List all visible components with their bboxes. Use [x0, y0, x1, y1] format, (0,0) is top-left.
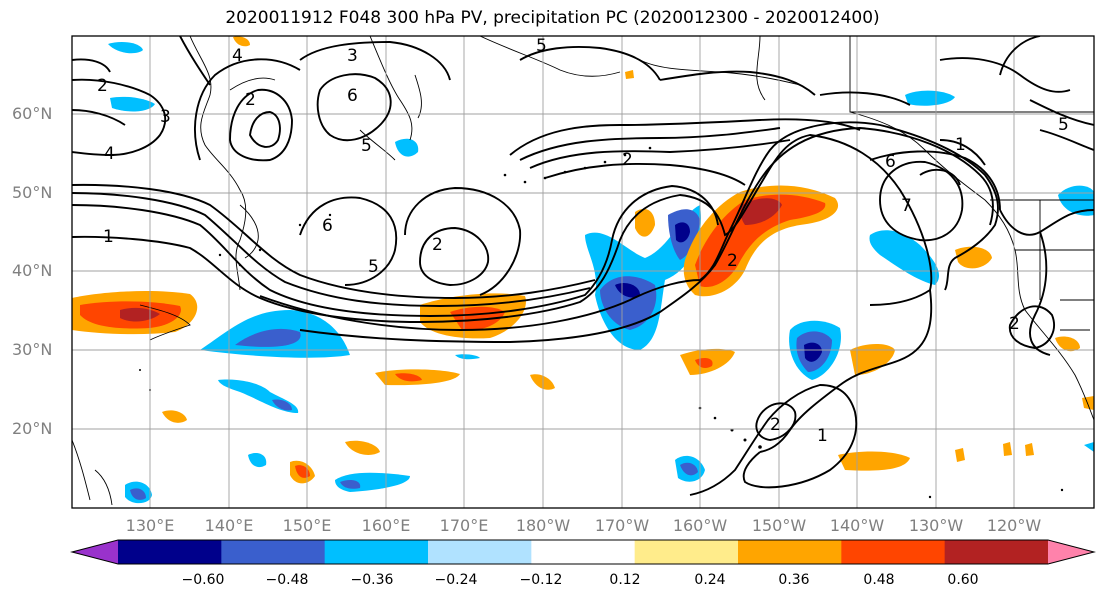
contour-label: 6	[885, 152, 896, 172]
precip-negative-shading	[108, 42, 1094, 504]
contour-label: 4	[232, 46, 243, 66]
contour-label: 5	[368, 257, 379, 277]
colorbar-tick-label: −0.48	[265, 572, 309, 588]
lat-label: 30°N	[12, 340, 53, 359]
contour-label: 3	[160, 107, 171, 127]
plot-frame	[71, 35, 1095, 509]
colorbar-outline	[70, 539, 1096, 565]
contour-label: 2	[1009, 314, 1020, 334]
colorbar	[70, 539, 1096, 565]
contour-label: 1	[103, 227, 114, 247]
lon-label: 130°E	[125, 516, 175, 535]
colorbar-tick-label: −0.36	[350, 572, 394, 588]
plot-area	[72, 36, 1094, 508]
colorbar-extend-low	[72, 540, 118, 564]
lon-label: 140°W	[829, 516, 885, 535]
lon-label: 170°E	[439, 516, 489, 535]
contour-label: 1	[955, 135, 966, 155]
lat-label: 40°N	[12, 261, 53, 280]
contour-label: 2	[97, 76, 108, 96]
contour-label: 5	[1058, 115, 1069, 135]
colorbar-tick-label: −0.12	[519, 572, 563, 588]
colorbar-segment	[428, 540, 532, 564]
colorbar-tick-label: 0.48	[863, 572, 895, 588]
colorbar-segment	[634, 540, 739, 564]
colorbar-segment	[841, 540, 946, 564]
lon-label: 160°E	[361, 516, 411, 535]
colorbar-tick-label: 0.60	[947, 572, 979, 588]
contour-label: 1	[817, 426, 828, 446]
pv-contours	[72, 36, 1094, 496]
contour-label: 2	[770, 415, 781, 435]
coastlines	[72, 36, 1094, 506]
contour-label: 5	[536, 36, 547, 56]
colorbar-segment	[118, 540, 222, 564]
colorbar-tick-label: 0.24	[694, 572, 726, 588]
contour-label: 2	[245, 90, 256, 110]
contour-label: 2	[622, 150, 633, 170]
colorbar-tick-label: −0.24	[434, 572, 478, 588]
precip-positive-shading	[72, 36, 1094, 484]
colorbar-segment	[738, 540, 842, 564]
colorbar-segment	[531, 540, 636, 564]
lat-label: 60°N	[12, 104, 53, 123]
contour-label-group: 1 2 4 3 3 4 2 6 5 6 5 2 5 2 2 6 1 7 5 2 …	[97, 36, 1069, 446]
colorbar-extend-high	[1048, 540, 1094, 564]
contour-label: 4	[104, 144, 115, 164]
colorbar-segment	[221, 540, 326, 564]
contour-label: 5	[361, 136, 372, 156]
contour-label: 2	[432, 235, 443, 255]
contour-label: 3	[347, 46, 358, 66]
lon-label: 150°W	[751, 516, 807, 535]
colorbar-tick-label: 0.12	[609, 572, 641, 588]
colorbar-tick-label: −0.60	[181, 572, 225, 588]
lon-label: 140°E	[204, 516, 254, 535]
contour-label: 2	[727, 251, 738, 271]
contour-label: 6	[347, 86, 358, 106]
lat-label: 20°N	[12, 419, 53, 438]
lon-label: 180°W	[515, 516, 571, 535]
lon-label: 130°W	[908, 516, 964, 535]
graticule	[72, 36, 1094, 508]
lon-label: 120°W	[986, 516, 1042, 535]
contour-label: 7	[901, 196, 912, 216]
lon-label: 160°W	[672, 516, 728, 535]
colorbar-segment	[324, 540, 429, 564]
lat-label: 50°N	[12, 183, 53, 202]
colorbar-tick-label: 0.36	[778, 572, 810, 588]
contour-label: 6	[322, 216, 333, 236]
lon-label: 170°W	[594, 516, 650, 535]
page-title: 2020011912 F048 300 hPa PV, precipitatio…	[225, 8, 880, 28]
lon-label: 150°E	[282, 516, 332, 535]
colorbar-segment	[944, 540, 1049, 564]
